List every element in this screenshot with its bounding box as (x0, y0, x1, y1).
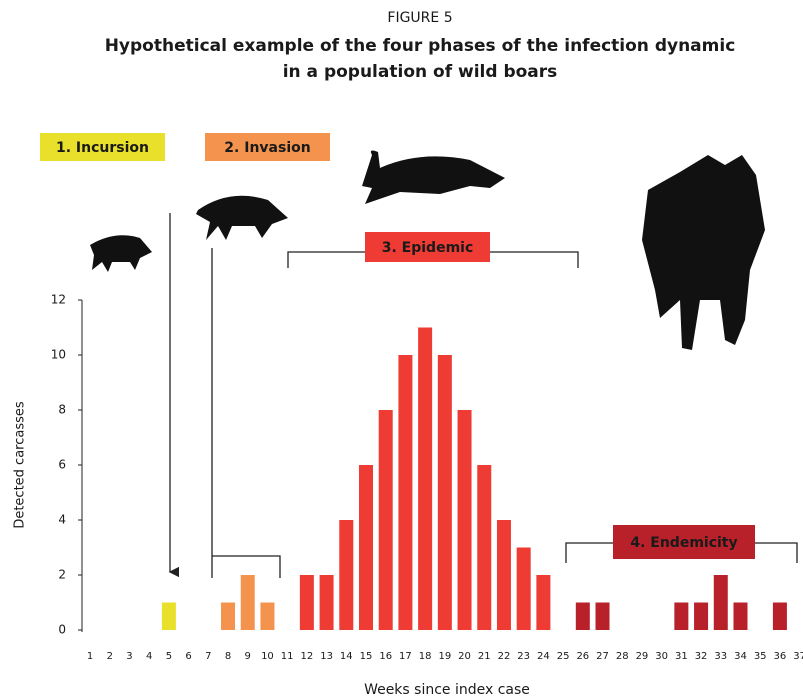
bar (694, 603, 708, 631)
x-tick-label: 26 (576, 651, 589, 662)
x-tick-label: 11 (281, 651, 294, 662)
x-tick-label: 3 (126, 651, 132, 662)
bar (260, 603, 274, 631)
chart-title: Hypothetical example of the four phases … (105, 36, 736, 56)
x-tick-label: 16 (379, 651, 392, 662)
x-tick-label: 36 (774, 651, 787, 662)
x-tick-label: 13 (320, 651, 333, 662)
figure-label: FIGURE 5 (387, 10, 452, 26)
x-tick-label: 18 (419, 651, 432, 662)
x-tick-label: 2 (107, 651, 113, 662)
bar (536, 575, 550, 630)
y-tick-label: 4 (58, 513, 66, 527)
x-tick-label: 30 (655, 651, 668, 662)
y-tick-label: 2 (58, 568, 66, 582)
bar (517, 548, 531, 631)
bar (300, 575, 314, 630)
chart: FIGURE 5 Hypothetical example of the fou… (0, 0, 803, 700)
x-tick-label: 9 (245, 651, 251, 662)
bar (477, 465, 491, 630)
phase-label: 4. Endemicity (630, 535, 737, 551)
x-tick-label: 24 (537, 651, 550, 662)
x-tick-label: 14 (340, 651, 353, 662)
x-tick-label: 32 (695, 651, 708, 662)
phase-label: 3. Epidemic (382, 240, 474, 256)
x-tick-label: 17 (399, 651, 412, 662)
bar (773, 603, 787, 631)
y-tick-label: 8 (58, 403, 66, 417)
x-tick-label: 10 (261, 651, 274, 662)
bar (241, 575, 255, 630)
bar (733, 603, 747, 631)
x-tick-label: 23 (517, 651, 530, 662)
x-tick-label: 33 (714, 651, 727, 662)
chart-title: in a population of wild boars (283, 62, 558, 82)
x-tick-label: 12 (300, 651, 313, 662)
x-tick-label: 20 (458, 651, 471, 662)
x-tick-label: 15 (360, 651, 373, 662)
bar (320, 575, 334, 630)
bar (714, 575, 728, 630)
y-tick-label: 12 (51, 293, 66, 307)
bar (398, 355, 412, 630)
x-tick-label: 1 (87, 651, 93, 662)
x-axis-label: Weeks since index case (364, 682, 530, 698)
x-tick-label: 25 (557, 651, 570, 662)
bar (596, 603, 610, 631)
x-tick-label: 21 (478, 651, 491, 662)
x-tick-label: 6 (185, 651, 191, 662)
y-tick-label: 10 (51, 348, 66, 362)
x-tick-label: 31 (675, 651, 688, 662)
y-tick-label: 0 (58, 623, 66, 637)
x-tick-label: 35 (754, 651, 767, 662)
bar (418, 328, 432, 631)
x-tick-label: 5 (166, 651, 172, 662)
bar (458, 410, 472, 630)
bar (438, 355, 452, 630)
bar (162, 603, 176, 631)
x-tick-label: 37 (793, 651, 803, 662)
phase-label: 1. Incursion (56, 140, 149, 156)
x-tick-label: 27 (596, 651, 609, 662)
bar (576, 603, 590, 631)
x-tick-label: 22 (498, 651, 511, 662)
bar (379, 410, 393, 630)
bar (339, 520, 353, 630)
x-tick-label: 7 (205, 651, 211, 662)
x-tick-label: 29 (636, 651, 649, 662)
bar (497, 520, 511, 630)
bar (674, 603, 688, 631)
y-axis-label: Detected carcasses (13, 401, 28, 529)
x-tick-label: 34 (734, 651, 747, 662)
x-tick-label: 19 (438, 651, 451, 662)
phase-label: 2. Invasion (224, 140, 310, 156)
x-tick-label: 8 (225, 651, 231, 662)
y-tick-label: 6 (58, 458, 66, 472)
x-tick-label: 4 (146, 651, 152, 662)
bar (221, 603, 235, 631)
x-tick-label: 28 (616, 651, 629, 662)
bar (359, 465, 373, 630)
